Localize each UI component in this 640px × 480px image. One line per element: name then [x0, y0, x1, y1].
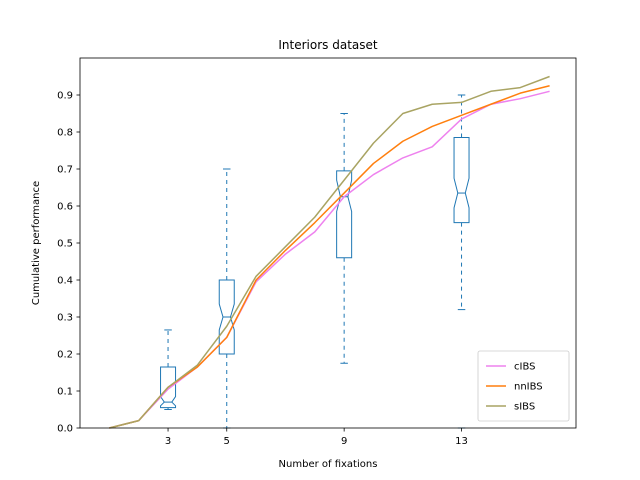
box [160, 366, 177, 409]
series-line-sibs [109, 75, 550, 429]
x-tick-label: 5 [224, 436, 230, 447]
x-axis-label: Number of fixations [279, 459, 378, 470]
legend-frame [477, 350, 570, 422]
y-tick-label: 0.9 [57, 91, 73, 102]
chart-title: Interiors dataset [278, 38, 378, 52]
legend: cIBS nnIBS sIBS [477, 350, 570, 422]
y-tick-label: 0.5 [57, 239, 73, 250]
y-tick-label: 0.2 [57, 350, 73, 361]
y-tick-label: 0.8 [57, 128, 73, 139]
y-tick-label: 0.7 [57, 165, 73, 176]
y-tick-label: 0.3 [57, 313, 73, 324]
y-tick-label: 0.4 [57, 276, 73, 287]
x-tick-label: 13 [455, 436, 468, 447]
y-tick-label: 0.0 [57, 424, 73, 435]
series-line-cibs [109, 90, 550, 429]
x-tick-label: 3 [165, 436, 171, 447]
x-axis-ticks: 3 5 9 13 [165, 428, 468, 447]
legend-label-cibs: cIBS [514, 362, 535, 373]
legend-label-sibs: sIBS [514, 402, 535, 413]
y-axis-label: Cumulative performance [31, 181, 42, 305]
legend-label-nnibs: nnIBS [514, 382, 543, 393]
y-tick-label: 0.6 [57, 202, 73, 213]
y-axis-ticks: 0.0 0.1 0.2 0.3 0.4 0.5 0.6 0.7 0.8 0.9 [57, 91, 80, 435]
box [218, 279, 235, 355]
x-tick-label: 9 [341, 436, 347, 447]
y-tick-label: 0.1 [57, 387, 73, 398]
box [453, 137, 470, 224]
series-lines [109, 75, 550, 429]
